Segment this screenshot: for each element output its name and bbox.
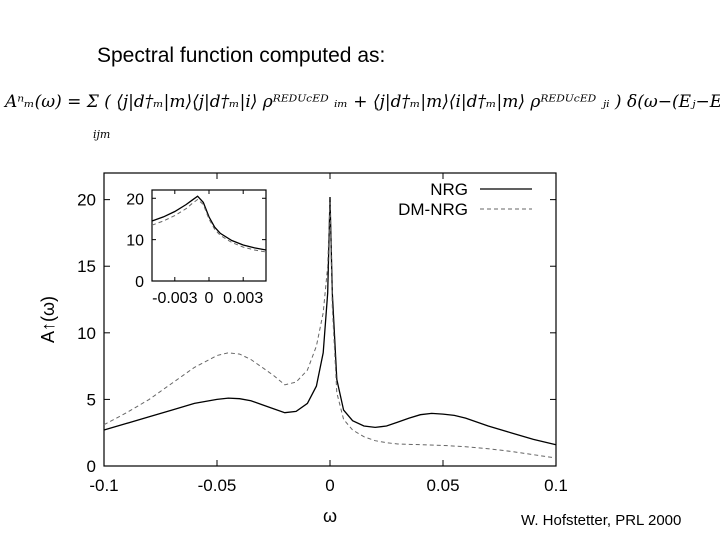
y-axis-label: A↑(ω) <box>38 296 58 343</box>
main-y-tick-label: 0 <box>87 457 96 476</box>
legend-label-nrg: NRG <box>430 180 468 199</box>
inset-plot: -0.003 0 0.003 0 10 20 <box>126 189 267 307</box>
main-plot: -0.1 -0.05 0 0.05 0.1 0 5 10 15 20 ω A↑(ω) <box>38 172 568 526</box>
inset-x-tick-label: -0.003 <box>152 290 197 307</box>
main-series-dm-nrg <box>103 202 557 459</box>
inset-y-tick-label: 10 <box>126 233 144 250</box>
main-x-tick-label: -0.05 <box>198 476 237 495</box>
main-y-tick-label: 15 <box>77 257 96 276</box>
inset-frame <box>151 189 267 282</box>
inset-y-tick-label: 0 <box>135 274 144 291</box>
main-y-tick-label: 10 <box>77 324 96 343</box>
inset-series-nrg <box>151 195 267 251</box>
formula-summation-indices: ijm <box>93 128 111 141</box>
inset-series-dm-nrg <box>151 198 267 253</box>
main-y-tick-label: 5 <box>87 390 96 409</box>
inset-x-tick-label: 0.003 <box>223 290 263 307</box>
inset-y-tick-label: 20 <box>126 191 144 208</box>
inset-x-tick-label: 0 <box>205 290 214 307</box>
main-y-tick-label: 20 <box>77 191 96 210</box>
legend-label-dm-nrg: DM-NRG <box>398 200 468 219</box>
spectral-function-formula: Aⁿₘ(ω) = Σ ( ⟨j|d†ₘ|m⟩⟨j|d†ₘ|i⟩ ρᴿᴱᴰᵁᶜᴱᴰ… <box>5 92 720 112</box>
main-x-tick-label: 0.05 <box>426 476 459 495</box>
main-x-tick-label: 0.1 <box>544 476 568 495</box>
slide-title: Spectral function computed as: <box>97 44 386 67</box>
citation: W. Hofstetter, PRL 2000 <box>521 512 682 529</box>
main-x-tick-label: -0.1 <box>89 476 118 495</box>
main-x-tick-label: 0 <box>325 476 334 495</box>
x-axis-label: ω <box>323 506 337 526</box>
